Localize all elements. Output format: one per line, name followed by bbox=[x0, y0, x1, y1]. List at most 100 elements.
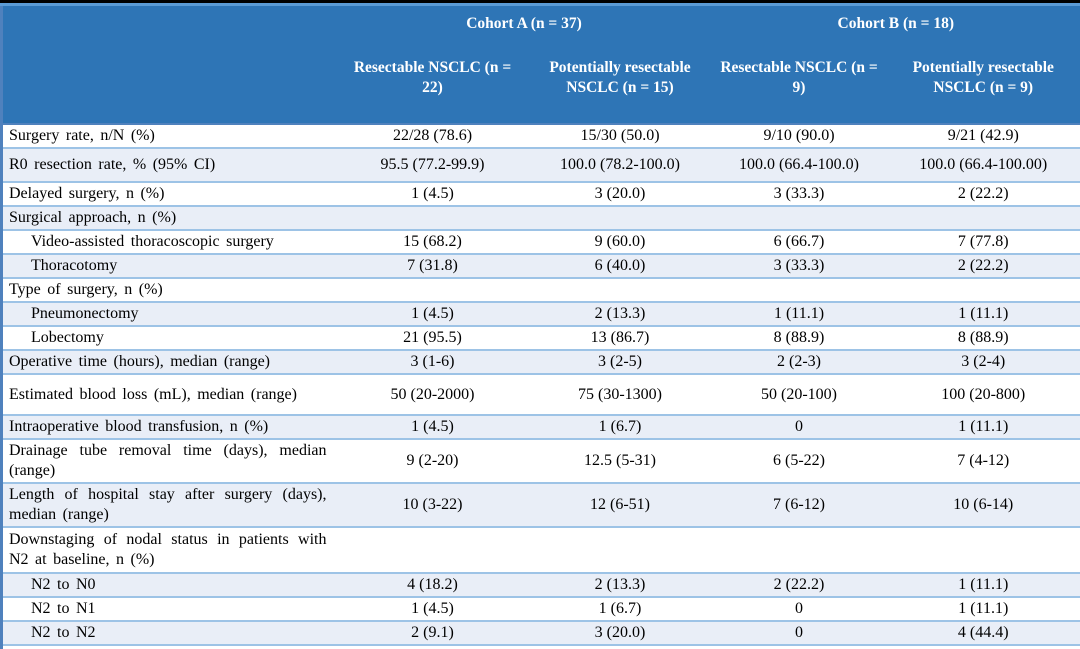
table-row: Length of hospital stay after surgery (d… bbox=[1, 482, 1080, 527]
cell-value: 100.0 (78.2-100.0) bbox=[528, 147, 712, 182]
cell-value: 21 (95.5) bbox=[336, 325, 529, 350]
header-corner-cell bbox=[1, 3, 337, 124]
cell-value: 12.5 (5-31) bbox=[528, 438, 712, 483]
cell-value: 0 bbox=[711, 644, 887, 649]
cell-value: 2 (2-3) bbox=[711, 349, 887, 374]
cell-value: 3 (2-4) bbox=[886, 349, 1080, 374]
cell-value: 0 bbox=[886, 644, 1080, 649]
table-row: Thoracotomy 7 (31.8) 6 (40.0) 3 (33.3) 2… bbox=[1, 253, 1080, 278]
table-section-row: Downstaging of nodal status in patients … bbox=[1, 526, 1080, 573]
table-body: Surgery rate, n/N (%) 22/28 (78.6) 15/30… bbox=[1, 123, 1080, 649]
header-col-resectable-b: Resectable NSCLC (n = 9) bbox=[711, 39, 887, 124]
cell-value: 9/10 (90.0) bbox=[711, 123, 887, 148]
cell-value bbox=[336, 277, 529, 302]
header-col-potentially-resectable-a: Potentially resectable NSCLC (n = 15) bbox=[528, 39, 712, 124]
cell-value: 2 (22.2) bbox=[711, 572, 887, 597]
cell-value bbox=[886, 526, 1080, 573]
cell-value: 1 (6.7) bbox=[528, 414, 712, 439]
cell-value bbox=[528, 526, 712, 573]
cell-value: 15/30 (50.0) bbox=[528, 123, 712, 148]
table-row: Drainage tube removal time (days), media… bbox=[1, 438, 1080, 483]
section-label: Downstaging of nodal status in patients … bbox=[1, 526, 337, 573]
cell-value bbox=[336, 526, 529, 573]
cell-value: 22/28 (78.6) bbox=[336, 123, 529, 148]
cell-value bbox=[528, 277, 712, 302]
cell-value: 100.0 (66.4-100.00) bbox=[886, 147, 1080, 182]
row-label: Estimated blood loss (mL), median (range… bbox=[1, 373, 337, 415]
section-label: Type of surgery, n (%) bbox=[1, 277, 337, 302]
cell-value: 3 (33.3) bbox=[711, 253, 887, 278]
header-col-potentially-resectable-b: Potentially resectable NSCLC (n = 9) bbox=[886, 39, 1080, 124]
cell-value: 1 (4.5) bbox=[336, 181, 529, 206]
surgery-outcomes-table: Cohort A (n = 37) Cohort B (n = 18) Rese… bbox=[0, 3, 1080, 649]
cell-value bbox=[711, 277, 887, 302]
header-group-cohort-a: Cohort A (n = 37) bbox=[336, 3, 712, 39]
cell-value: 4 (44.4) bbox=[886, 620, 1080, 645]
row-label: Surgery rate, n/N (%) bbox=[1, 123, 337, 148]
table-section-row: Surgical approach, n (%) bbox=[1, 205, 1080, 230]
row-label: N2 to N0 bbox=[1, 572, 337, 597]
cell-value: 1 (4.5) bbox=[336, 414, 529, 439]
cell-value bbox=[336, 205, 529, 230]
cell-value: 100.0 (66.4-100.0) bbox=[711, 147, 887, 182]
section-label: Surgical approach, n (%) bbox=[1, 205, 337, 230]
cell-value: 1 (11.1) bbox=[886, 572, 1080, 597]
cell-value bbox=[528, 205, 712, 230]
cell-value: 95.5 (77.2-99.9) bbox=[336, 147, 529, 182]
row-label: Operative time (hours), median (range) bbox=[1, 349, 337, 374]
cell-value: 1 (4.5) bbox=[336, 596, 529, 621]
table-section-row: Type of surgery, n (%) bbox=[1, 277, 1080, 302]
cell-value: 6 (40.0) bbox=[528, 253, 712, 278]
cell-value: 12 (6-51) bbox=[528, 482, 712, 527]
table-row: Lobectomy 21 (95.5) 13 (86.7) 8 (88.9) 8… bbox=[1, 325, 1080, 350]
cell-value: 6 (66.7) bbox=[711, 229, 887, 254]
cell-value: 0 bbox=[711, 620, 887, 645]
cell-value: 1 (6.7) bbox=[528, 596, 712, 621]
cell-value: 2 (13.3) bbox=[528, 572, 712, 597]
cell-value: 3 (1-6) bbox=[336, 349, 529, 374]
cell-value: 3 (20.0) bbox=[528, 181, 712, 206]
cell-value: 1 (11.1) bbox=[886, 301, 1080, 326]
table-row: Pneumonectomy 1 (4.5) 2 (13.3) 1 (11.1) … bbox=[1, 301, 1080, 326]
cell-value: 50 (20-2000) bbox=[336, 373, 529, 415]
cell-value: 50 (20-100) bbox=[711, 373, 887, 415]
cell-value: 15 (68.2) bbox=[336, 229, 529, 254]
table-row: N2 to N1 1 (4.5) 1 (6.7) 0 1 (11.1) bbox=[1, 596, 1080, 621]
cell-value: 6 (5-22) bbox=[711, 438, 887, 483]
cell-value: 7 (31.8) bbox=[336, 253, 529, 278]
table-row: R0 resection rate, % (95% CI) 95.5 (77.2… bbox=[1, 147, 1080, 182]
table-row: N2 to N0 4 (18.2) 2 (13.3) 2 (22.2) 1 (1… bbox=[1, 572, 1080, 597]
header-group-cohort-b: Cohort B (n = 18) bbox=[711, 3, 1080, 39]
table-row: Operative time (hours), median (range) 3… bbox=[1, 349, 1080, 374]
table-header: Cohort A (n = 37) Cohort B (n = 18) Rese… bbox=[1, 3, 1080, 124]
cell-value: 9/21 (42.9) bbox=[886, 123, 1080, 148]
cell-value: 10 (6-14) bbox=[886, 482, 1080, 527]
table-row: Surgical complications, n (%) 1 (4.5) 3 … bbox=[1, 644, 1080, 649]
cell-value: 7 (6-12) bbox=[711, 482, 887, 527]
cell-value: 8 (88.9) bbox=[711, 325, 887, 350]
cell-value: 4 (18.2) bbox=[336, 572, 529, 597]
row-label: R0 resection rate, % (95% CI) bbox=[1, 147, 337, 182]
cell-value: 3 (2-5) bbox=[528, 349, 712, 374]
cell-value bbox=[886, 277, 1080, 302]
cell-value: 3 (33.3) bbox=[711, 181, 887, 206]
table-row: Intraoperative blood transfusion, n (%) … bbox=[1, 414, 1080, 439]
cell-value: 0 bbox=[711, 596, 887, 621]
cell-value: 7 (4-12) bbox=[886, 438, 1080, 483]
cell-value: 100 (20-800) bbox=[886, 373, 1080, 415]
row-label: Delayed surgery, n (%) bbox=[1, 181, 337, 206]
row-label: Video-assisted thoracoscopic surgery bbox=[1, 229, 337, 254]
cell-value: 13 (86.7) bbox=[528, 325, 712, 350]
cell-value: 2 (22.2) bbox=[886, 181, 1080, 206]
cell-value: 9 (2-20) bbox=[336, 438, 529, 483]
cell-value bbox=[711, 205, 887, 230]
cell-value: 2 (22.2) bbox=[886, 253, 1080, 278]
cell-value: 0 bbox=[711, 414, 887, 439]
cell-value: 1 (11.1) bbox=[886, 414, 1080, 439]
row-label: N2 to N1 bbox=[1, 596, 337, 621]
row-label: Lobectomy bbox=[1, 325, 337, 350]
table-row: Surgery rate, n/N (%) 22/28 (78.6) 15/30… bbox=[1, 123, 1080, 148]
cell-value: 3 (20.0) bbox=[528, 644, 712, 649]
table-row: Video-assisted thoracoscopic surgery 15 … bbox=[1, 229, 1080, 254]
